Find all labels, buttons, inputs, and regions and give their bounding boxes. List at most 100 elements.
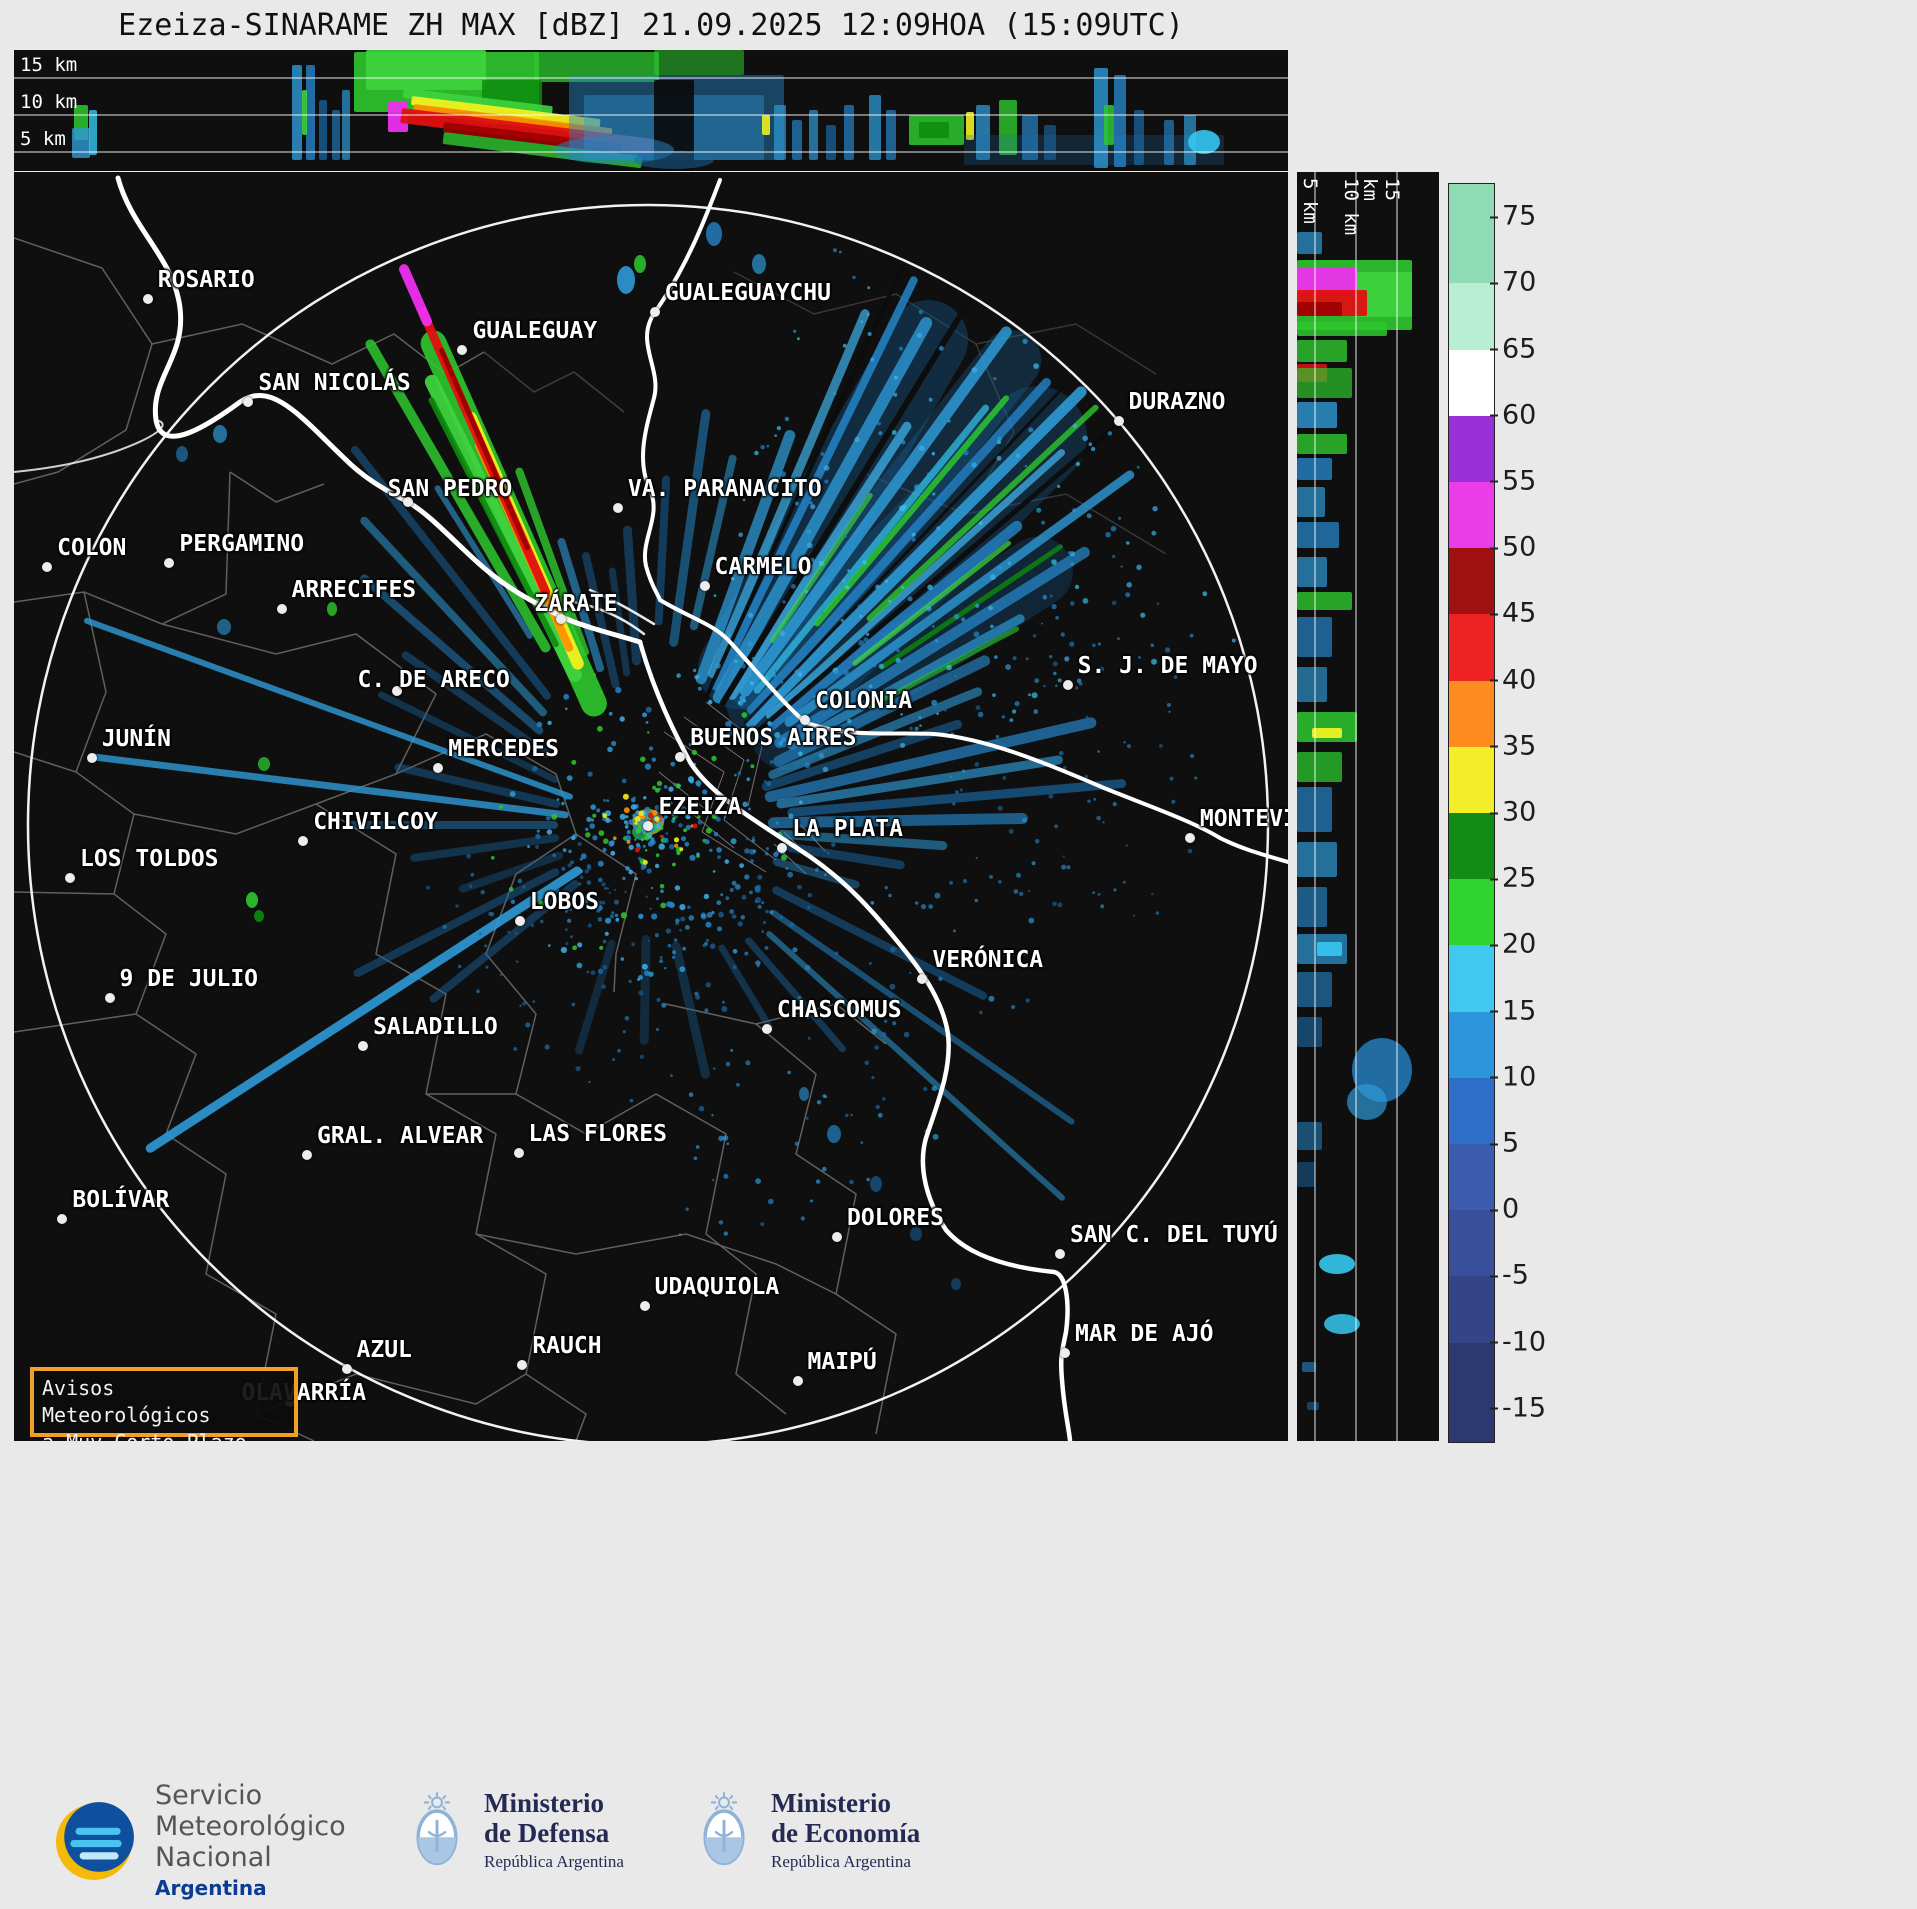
echo-speckle [860, 612, 863, 615]
colorbar-step [1449, 680, 1494, 747]
echo-speckle [679, 928, 682, 932]
echo-speckle [1043, 684, 1046, 688]
echo-speckle [670, 1074, 673, 1077]
echo-spoke [654, 475, 671, 626]
xsec-echo [1317, 942, 1342, 956]
echo-speckle [703, 800, 708, 805]
echo-speckle [638, 913, 644, 919]
echo-speckle [774, 434, 778, 437]
echo-speckle [654, 816, 660, 822]
echo-speckle [990, 624, 994, 629]
echo-spoke [360, 516, 547, 717]
echo-speckle [717, 855, 721, 859]
echo-speckle [688, 1092, 694, 1097]
altitude-label-10km: 10 km [20, 91, 78, 113]
echo-speckle [1151, 892, 1154, 896]
echo-speckle [590, 804, 596, 810]
echo-speckle [864, 1060, 869, 1065]
xsec-echo [1297, 557, 1327, 587]
echo-speckle [1078, 681, 1083, 686]
echo-speckle [781, 737, 786, 743]
echo-speckle [744, 848, 750, 854]
echo-speckle [928, 904, 934, 909]
echo-speckle [567, 863, 572, 868]
city-dot [1184, 833, 1195, 844]
echo-speckle [695, 797, 699, 800]
echo-speckle [936, 526, 941, 531]
echo-speckle [1022, 338, 1028, 344]
echo-speckle [675, 918, 680, 923]
echo-speckle [831, 842, 836, 847]
echo-speckle [1112, 554, 1116, 559]
echo-speckle [1187, 848, 1193, 854]
echo-speckle [971, 367, 978, 373]
city-dot [832, 1231, 842, 1242]
echo-speckle [622, 793, 629, 800]
page-title: Ezeiza-SINARAME ZH MAX [dBZ] 21.09.2025 … [118, 8, 1184, 43]
echo-speckle [792, 947, 798, 953]
echo-speckle [597, 968, 604, 974]
echo-speckle [659, 883, 665, 889]
echo-spoke [773, 655, 991, 767]
echo-speckle [1053, 671, 1057, 676]
echo-speckle [959, 788, 964, 792]
echo-speckle [755, 960, 761, 966]
city-label: MONTEVIDEO [1199, 806, 1288, 833]
echo-speckle [931, 1085, 938, 1092]
echo-speckle [673, 782, 677, 786]
echo-speckle [996, 455, 1002, 461]
echo-speckle [711, 755, 717, 762]
echo-speckle [752, 836, 755, 840]
echo-blob [827, 1125, 841, 1143]
echo-speckle [1093, 797, 1097, 801]
echo-speckle [593, 673, 596, 677]
echo-speckle [615, 687, 622, 694]
echo-speckle [769, 760, 774, 764]
echo-speckle [1022, 817, 1027, 823]
echo-spoke [353, 868, 560, 978]
echo-speckle [963, 450, 969, 456]
colorbar-tick-label: 20 [1489, 928, 1537, 960]
echo-speckle [545, 815, 551, 821]
echo-speckle [682, 946, 686, 951]
echo-speckle [571, 836, 576, 841]
echo-speckle [732, 949, 738, 954]
cross-section-top: 15 km 10 km 5 km [14, 50, 1288, 171]
echo-speckle [705, 982, 711, 988]
echo-speckle [877, 691, 883, 697]
echo-speckle [578, 882, 582, 886]
echo-speckle [663, 785, 668, 789]
echo-speckle [931, 699, 938, 706]
echo-speckle [878, 431, 883, 436]
economia-title-line1: Ministerio [771, 1788, 891, 1818]
echo-speckle [608, 840, 615, 847]
city-dot [649, 306, 660, 317]
echo-speckle [702, 943, 707, 948]
echo-speckle [1078, 670, 1082, 674]
xsec-echo [869, 95, 881, 160]
echo-speckle [675, 783, 681, 789]
echo-speckle [874, 693, 879, 698]
echo-speckle [687, 905, 691, 909]
echo-speckle [629, 1098, 634, 1103]
echo-speckle [655, 897, 659, 901]
echo-speckle [884, 885, 888, 890]
echo-spoke [852, 540, 1012, 666]
echo-blob [327, 602, 337, 616]
echo-speckle [720, 893, 724, 897]
smn-logo-group: Servicio Meteorológico Nacional Argentin… [55, 1780, 346, 1900]
echo-speckle [824, 479, 829, 484]
echo-speckle [652, 785, 657, 790]
city-dot [42, 561, 53, 572]
echo-speckle [586, 816, 592, 823]
echo-speckle [1159, 744, 1163, 748]
echo-speckle [870, 901, 875, 905]
echo-speckle [787, 557, 791, 562]
city-dot [57, 1213, 68, 1224]
echo-speckle [639, 1054, 644, 1059]
echo-speckle [601, 900, 606, 905]
echo-speckle [725, 1061, 731, 1067]
city-label: AZUL [356, 1336, 412, 1363]
xsec-echo [72, 128, 90, 158]
colorbar-step [1449, 1276, 1494, 1343]
